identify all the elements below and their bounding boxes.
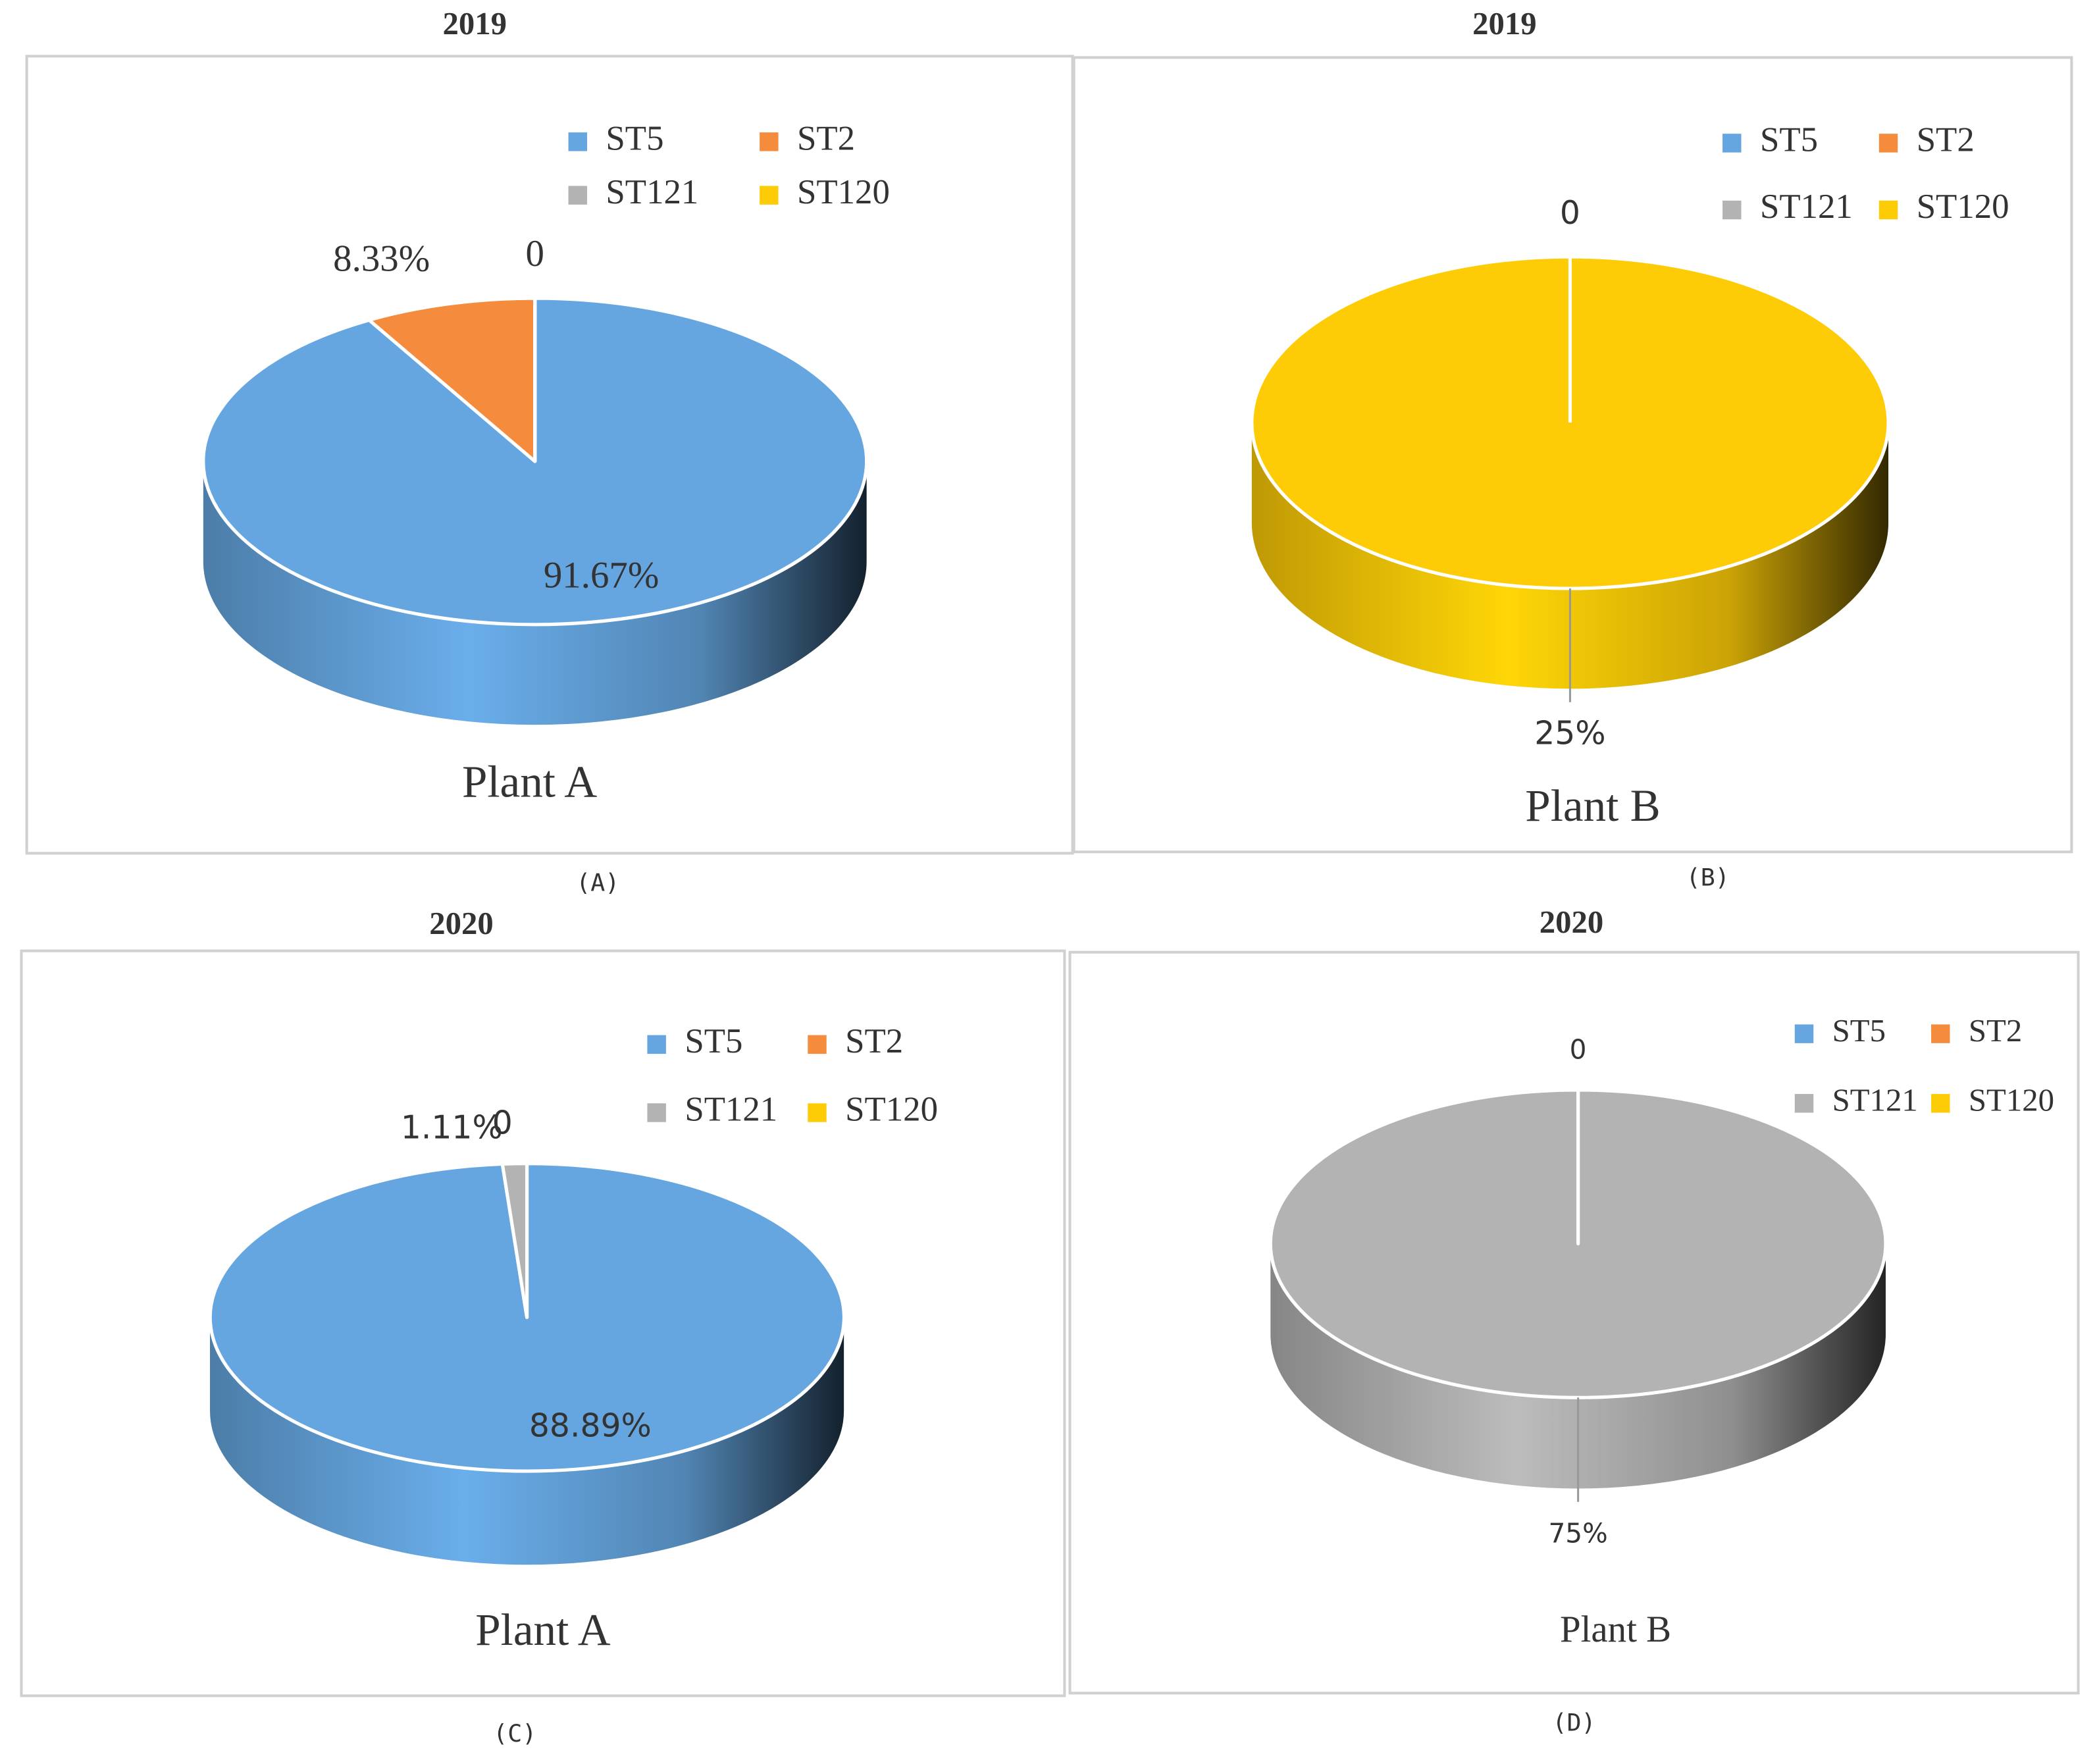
legend-label: ST121: [685, 1091, 777, 1129]
legend-marker: [1878, 134, 1898, 153]
value-label: 8.33%: [333, 238, 430, 280]
panel-label: (D): [1553, 1709, 1596, 1737]
legend-label: ST120: [1917, 188, 2009, 226]
legend-marker: [1931, 1024, 1950, 1043]
legend-marker: [1794, 1024, 1814, 1043]
legend-label: ST121: [606, 173, 698, 211]
value-label: 25%: [1534, 715, 1605, 752]
legend-label: ST2: [1917, 121, 1975, 159]
legend-marker: [647, 1035, 666, 1054]
pie-caption: Plant B: [1560, 1609, 1671, 1650]
panel-label: (A): [576, 869, 619, 897]
legend-label: ST5: [1832, 1013, 1886, 1049]
legend-marker: [647, 1103, 666, 1122]
legend-label: ST5: [685, 1022, 742, 1060]
chart-title: 2019: [443, 6, 507, 41]
legend-label: ST121: [1832, 1082, 1918, 1118]
value-label: 1.11%: [401, 1109, 503, 1146]
legend-label: ST120: [797, 173, 890, 211]
chart-panel: 2019 (B) Plant B ST5 ST2 ST121 ST120 0 25%: [1072, 6, 2073, 891]
legend-marker: [1722, 200, 1742, 220]
legend-label: ST2: [1969, 1013, 2022, 1049]
pie-side: [1270, 1243, 1886, 1489]
value-label: 0: [492, 1104, 513, 1141]
pie-caption: Plant A: [475, 1604, 610, 1655]
legend-marker: [1931, 1094, 1950, 1113]
pie-side: [210, 1317, 844, 1565]
panel-label: (C): [493, 1719, 536, 1748]
chart-panel: 2020 (D) Plant B ST5 ST2 ST121 ST120 0 75%: [1068, 904, 2080, 1737]
chart-title: 2020: [1540, 904, 1604, 940]
legend-label: ST2: [797, 120, 855, 158]
value-label: 75%: [1548, 1518, 1607, 1549]
value-label: 0: [1560, 195, 1580, 232]
panel-label: (B): [1686, 863, 1730, 891]
legend-marker: [568, 186, 587, 205]
legend-label: ST120: [845, 1091, 938, 1129]
pie-slice: [367, 296, 537, 463]
legend-label: ST5: [606, 120, 663, 158]
pie-side: [203, 461, 867, 725]
legend-marker: [760, 186, 779, 205]
chart-title: 2020: [429, 906, 494, 941]
legend-label: ST120: [1969, 1082, 2054, 1118]
value-label: 0: [526, 233, 544, 274]
legend-label: ST2: [845, 1022, 903, 1060]
legend-label: ST5: [1760, 121, 1818, 159]
legend-marker: [568, 132, 587, 151]
chart-title: 2019: [1472, 6, 1537, 41]
value-label: 91.67%: [544, 555, 659, 596]
legend-marker: [808, 1103, 827, 1122]
chart-panel: 2019 (A) Plant A ST5 ST2 ST121 ST120 91.67% 8.33…: [25, 6, 1074, 897]
legend-marker: [1878, 200, 1898, 220]
value-label: 0: [1570, 1034, 1587, 1066]
pie-side: [1251, 423, 1889, 689]
legend-label: ST121: [1760, 188, 1853, 226]
pie-slice: [1250, 255, 1890, 590]
chart-panel: 2020 (C) Plant A ST5 ST2 ST121 ST120 88.89% 01.1…: [20, 906, 1066, 1748]
legend-marker: [808, 1035, 827, 1054]
value-label: 88.89%: [529, 1408, 652, 1445]
pie-caption: Plant A: [462, 756, 597, 807]
legend-marker: [1794, 1094, 1814, 1113]
pie-caption: Plant B: [1525, 780, 1660, 831]
legend-marker: [1722, 134, 1742, 153]
legend-marker: [760, 132, 779, 151]
